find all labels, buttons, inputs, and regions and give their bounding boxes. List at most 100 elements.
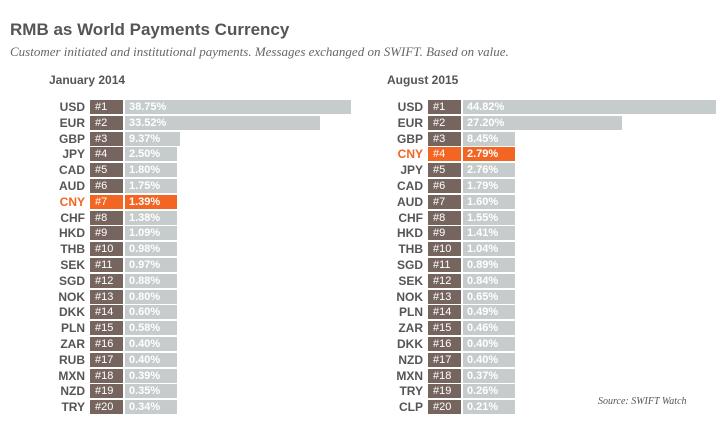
bar-row-sgd: SGD #12 0.88% [49, 273, 369, 288]
bar [125, 289, 177, 304]
bar-row-usd: USD #1 38.75% [49, 100, 369, 114]
source-note: Source: SWIFT Watch [598, 396, 687, 407]
rank-badge: #10 [428, 242, 461, 257]
bar [125, 163, 177, 178]
bar-row-zar: ZAR #15 0.46% [387, 321, 707, 336]
rank-badge: #3 [428, 131, 461, 146]
value-label: 38.75% [129, 101, 167, 113]
value-label: 1.04% [467, 243, 499, 256]
value-label: 0.40% [129, 353, 161, 366]
value-label: 0.84% [467, 274, 499, 287]
bar [463, 179, 515, 193]
currency-code: DKK [397, 337, 423, 351]
rank-badge: #13 [428, 289, 461, 304]
bar-row-zar: ZAR #16 0.40% [49, 337, 369, 351]
rank-badge: #19 [428, 384, 461, 399]
currency-code: TRY [399, 384, 423, 399]
bar-row-sgd: SGD #11 0.89% [387, 258, 707, 272]
value-label: 1.09% [129, 227, 161, 240]
value-label: 0.39% [129, 369, 161, 382]
rank-badge: #18 [428, 368, 461, 383]
currency-code: ZAR [60, 337, 85, 351]
rank-badge: #20 [428, 400, 461, 415]
rank-badge: #13 [90, 289, 123, 304]
value-label: 9.37% [129, 132, 161, 145]
bar-row-pln: PLN #14 0.49% [387, 305, 707, 320]
bar-row-gbp: GBP #3 8.45% [387, 131, 707, 146]
bar-row-chf: CHF #8 1.55% [387, 210, 707, 225]
value-label: 0.26% [467, 385, 499, 398]
value-label: 0.98% [129, 243, 161, 256]
chart-title: RMB as World Payments Currency [10, 20, 290, 39]
bar-row-thb: THB #10 0.98% [49, 242, 369, 257]
value-label: 0.40% [467, 338, 499, 350]
value-label: 1.79% [467, 180, 499, 192]
value-label: 0.21% [467, 401, 499, 414]
rank-badge: #6 [428, 179, 461, 193]
bar [463, 100, 716, 114]
rank-badge: #10 [90, 242, 123, 257]
rank-badge: #19 [90, 384, 123, 399]
bar-row-sek: SEK #11 0.97% [49, 258, 369, 272]
bar-row-mxn: MXN #18 0.37% [387, 368, 707, 383]
currency-code: AUD [59, 179, 85, 193]
bar [463, 258, 515, 272]
currency-code: USD [59, 100, 85, 114]
bar-row-dkk: DKK #16 0.40% [387, 337, 707, 351]
currency-code: EUR [59, 115, 85, 130]
bar [125, 384, 177, 399]
rank-badge: #16 [428, 337, 461, 351]
value-label: 0.88% [129, 274, 161, 287]
bar [463, 163, 515, 178]
currency-code: MXN [58, 368, 85, 383]
bar [125, 273, 177, 288]
bar-row-dkk: DKK #14 0.60% [49, 305, 369, 320]
value-label: 8.45% [467, 132, 499, 145]
currency-code: MXN [396, 368, 423, 383]
bar [463, 384, 515, 399]
rank-badge: #8 [428, 210, 461, 225]
bar [463, 194, 515, 209]
value-label: 2.76% [467, 164, 499, 177]
value-label: 0.34% [129, 401, 161, 414]
panel-title: August 2015 [387, 73, 459, 87]
bar [463, 368, 515, 383]
bar-row-thb: THB #10 1.04% [387, 242, 707, 257]
currency-code: CHF [398, 210, 423, 225]
rank-badge: #2 [428, 115, 461, 130]
rank-badge: #14 [90, 305, 123, 320]
rank-badge: #4 [428, 147, 461, 162]
currency-code: JPY [62, 147, 85, 162]
rank-badge: #3 [90, 131, 123, 146]
currency-code: CAD [397, 179, 423, 193]
rank-badge: #1 [90, 100, 123, 114]
value-label: 1.39% [129, 195, 161, 208]
bar [463, 352, 515, 367]
bar-row-nzd: NZD #17 0.40% [387, 352, 707, 367]
bar-row-try: TRY #19 0.26% [387, 384, 707, 399]
currency-code: GBP [396, 131, 423, 146]
bar-row-try: TRY #20 0.34% [49, 400, 369, 415]
value-label: 1.38% [129, 211, 161, 224]
currency-code: PLN [61, 321, 85, 336]
bar-row-aud: AUD #6 1.75% [49, 179, 369, 193]
currency-code: HKD [397, 226, 423, 241]
rank-badge: #14 [428, 305, 461, 320]
currency-code: NOK [396, 289, 423, 304]
currency-code: PLN [399, 305, 423, 320]
currency-code: CNY [397, 147, 423, 162]
rank-badge: #12 [90, 273, 123, 288]
bar [125, 210, 177, 225]
currency-code: GBP [58, 131, 85, 146]
bar [125, 352, 177, 367]
bar-row-mxn: MXN #18 0.39% [49, 368, 369, 383]
bar [125, 400, 177, 415]
currency-code: SGD [58, 273, 85, 288]
bar [125, 131, 180, 146]
bar-row-nok: NOK #13 0.65% [387, 289, 707, 304]
rank-badge: #9 [90, 226, 123, 241]
bar [125, 179, 177, 193]
value-label: 44.82% [467, 101, 505, 113]
currency-code: HKD [59, 226, 85, 241]
rank-badge: #7 [90, 194, 123, 209]
